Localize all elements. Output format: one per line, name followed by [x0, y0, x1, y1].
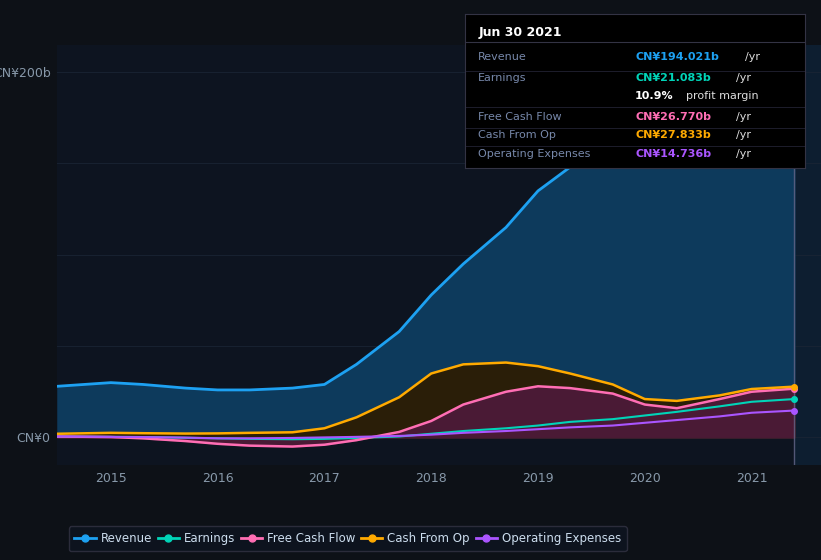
Text: CN¥26.770b: CN¥26.770b	[635, 112, 711, 122]
Text: CN¥21.083b: CN¥21.083b	[635, 73, 711, 83]
Text: profit margin: profit margin	[686, 91, 759, 101]
Text: Earnings: Earnings	[479, 73, 527, 83]
Bar	[794, 45, 821, 465]
Text: CN¥27.833b: CN¥27.833b	[635, 130, 711, 140]
Text: 10.9%: 10.9%	[635, 91, 674, 101]
Text: Cash From Op: Cash From Op	[479, 130, 556, 140]
Text: CN¥194.021b: CN¥194.021b	[635, 53, 719, 63]
Text: /yr: /yr	[736, 130, 750, 140]
Text: Jun 30 2021: Jun 30 2021	[479, 26, 562, 39]
Legend: Revenue, Earnings, Free Cash Flow, Cash From Op, Operating Expenses: Revenue, Earnings, Free Cash Flow, Cash …	[68, 526, 626, 551]
Text: /yr: /yr	[736, 112, 750, 122]
Text: /yr: /yr	[736, 149, 750, 158]
Text: Operating Expenses: Operating Expenses	[479, 149, 590, 158]
Text: /yr: /yr	[736, 73, 750, 83]
Text: /yr: /yr	[745, 53, 760, 63]
Text: CN¥14.736b: CN¥14.736b	[635, 149, 711, 158]
Text: Revenue: Revenue	[479, 53, 527, 63]
Text: Free Cash Flow: Free Cash Flow	[479, 112, 562, 122]
